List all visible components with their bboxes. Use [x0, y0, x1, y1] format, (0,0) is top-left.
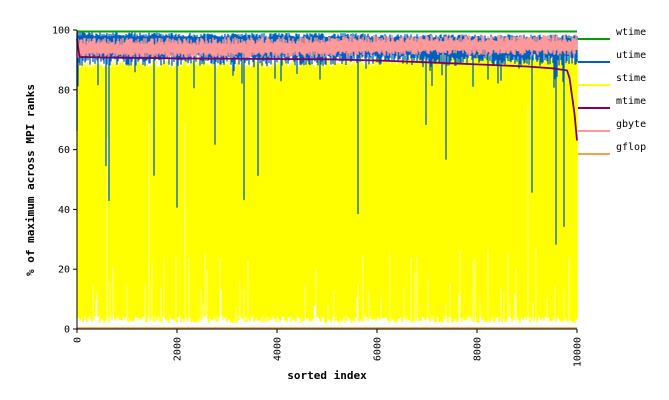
y-axis-label: % of maximum across MPI ranks	[24, 84, 37, 276]
x-tick-label: 0	[73, 337, 84, 343]
x-tick-label: 4000	[273, 337, 284, 361]
series-stime	[76, 54, 578, 323]
legend-label-wtime: wtime	[616, 27, 646, 38]
x-tick-label: 2000	[173, 337, 184, 361]
plot-area	[76, 30, 578, 330]
legend-label-gbyte: gbyte	[616, 119, 646, 130]
y-tick-label: 100	[52, 26, 70, 37]
y-tick-label: 60	[58, 145, 70, 156]
legend: wtime utime stime mtime gbyte gflop	[578, 27, 646, 155]
y-tick-label: 0	[64, 325, 70, 336]
x-tick-label: 6000	[373, 337, 384, 361]
legend-label-mtime: mtime	[616, 96, 646, 107]
x-axis-label: sorted index	[287, 369, 367, 382]
axes: 0 20 40 60 80 100 0 2000 4000 6000 8000 10000	[52, 26, 584, 368]
legend-label-utime: utime	[616, 50, 646, 61]
x-tick-label: 10000	[573, 337, 584, 367]
series-mtime	[76, 38, 578, 141]
y-tick-label: 80	[58, 85, 70, 96]
legend-label-gflop: gflop	[616, 142, 646, 153]
x-tick-label: 8000	[473, 337, 484, 361]
legend-label-stime: stime	[616, 73, 646, 84]
y-tick-label: 40	[58, 205, 70, 216]
y-tick-label: 20	[58, 265, 70, 276]
